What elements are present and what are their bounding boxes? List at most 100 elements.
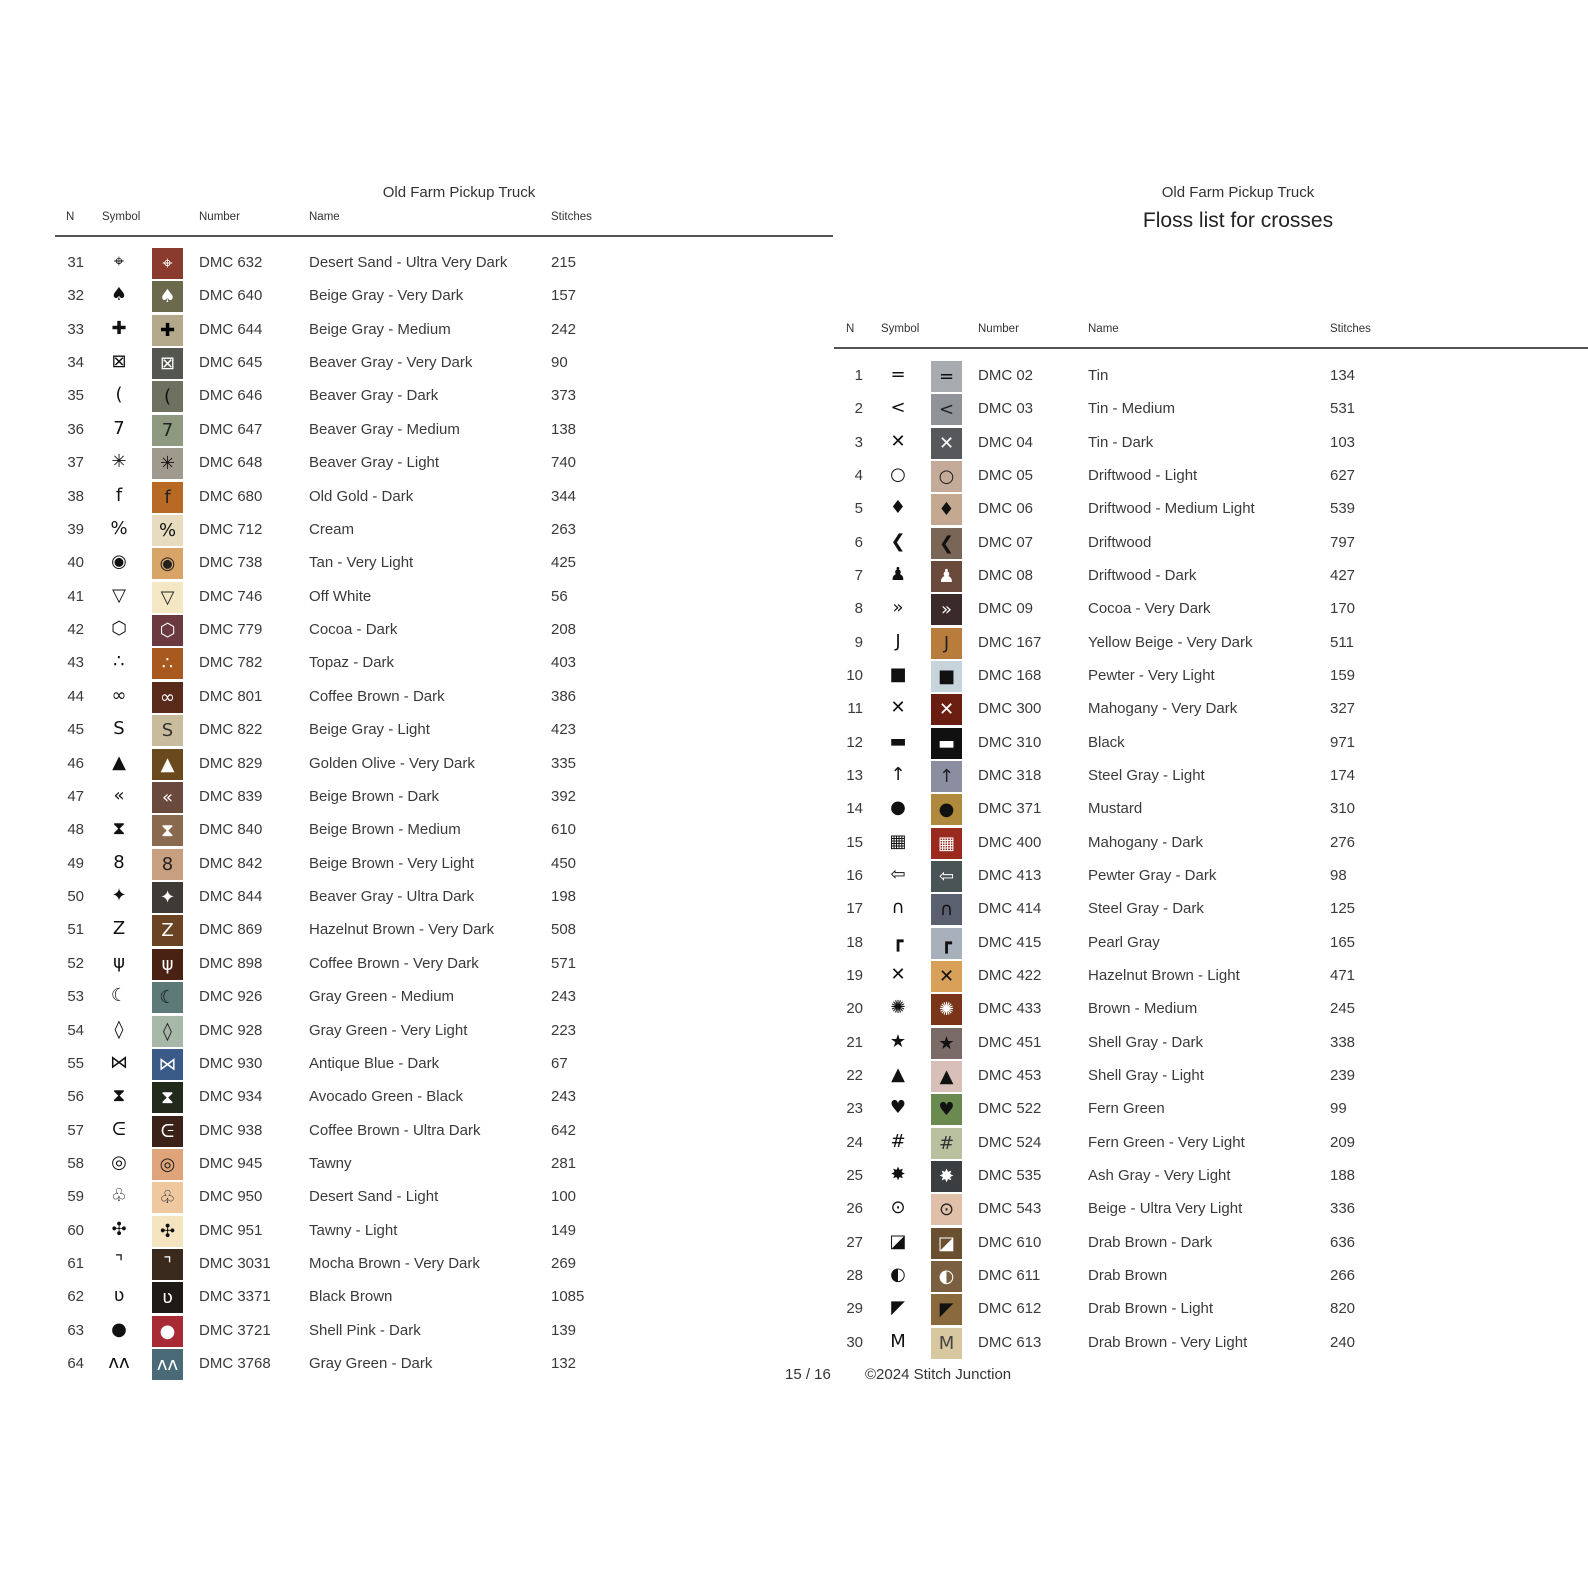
pattern-title: Old Farm Pickup Truck	[1161, 184, 1315, 201]
row-number: 46	[67, 754, 84, 772]
symbol-icon: M	[890, 1330, 906, 1352]
color-name: Tin	[1088, 367, 1109, 384]
dmc-number: DMC 433	[978, 1000, 1042, 1018]
symbol-icon: ⊠	[111, 351, 127, 373]
color-swatch: ★	[931, 1027, 962, 1059]
row-number: 56	[67, 1088, 84, 1106]
symbol-icon: ★	[889, 1030, 907, 1052]
row-number: 2	[854, 400, 863, 418]
color-swatch: <	[931, 394, 962, 426]
stitch-count: 636	[1330, 1233, 1356, 1251]
color-swatch: ⊙	[931, 1194, 962, 1226]
dmc-number: DMC 644	[199, 320, 263, 338]
color-swatch: ✦	[152, 882, 183, 914]
row-number: 55	[67, 1054, 84, 1072]
symbol-icon: ◐	[890, 1263, 906, 1285]
dmc-number: DMC 451	[978, 1033, 1042, 1051]
dmc-number: DMC 648	[199, 454, 263, 472]
dmc-number: DMC 422	[978, 966, 1042, 984]
dmc-number: DMC 613	[978, 1333, 1042, 1351]
row-number: 50	[67, 888, 84, 906]
row-number: 9	[854, 633, 863, 651]
stitch-count: 450	[551, 854, 577, 872]
stitch-count: 56	[551, 587, 568, 605]
stitch-count: 276	[1330, 833, 1356, 851]
dmc-number: DMC 371	[978, 800, 1042, 818]
row-number: 41	[67, 587, 84, 605]
color-name: Beaver Gray - Very Dark	[309, 354, 473, 372]
row-number: 49	[67, 854, 84, 872]
color-swatch: ◎	[152, 1148, 183, 1180]
stitch-count: 425	[551, 554, 577, 572]
row-number: 48	[67, 821, 84, 839]
symbol-icon: ☾	[110, 985, 128, 1007]
header-name: Name	[1088, 323, 1119, 335]
color-swatch: ◊	[152, 1015, 183, 1047]
row-number: 30	[846, 1333, 863, 1351]
symbol-icon: ✕	[890, 697, 906, 719]
color-name: Drab Brown - Very Light	[1088, 1333, 1248, 1351]
dmc-number: DMC 934	[199, 1088, 263, 1106]
color-name: Fern Green	[1088, 1100, 1165, 1118]
color-name: Shell Gray - Dark	[1088, 1033, 1204, 1051]
symbol-icon: ✕	[890, 430, 906, 452]
dmc-number: DMC 951	[199, 1221, 263, 1239]
row-number: 36	[67, 420, 84, 438]
row-number: 17	[846, 900, 863, 918]
color-swatch: »	[931, 594, 962, 626]
stitch-count: 610	[551, 821, 577, 839]
header-number: Number	[199, 211, 240, 223]
row-number: 31	[67, 254, 84, 271]
color-swatch: ʌʌ	[152, 1349, 183, 1381]
stitch-count: 373	[551, 387, 577, 405]
stitch-count: 100	[551, 1188, 577, 1206]
color-name: Cocoa - Very Dark	[1088, 600, 1211, 618]
stitch-count: 174	[1330, 766, 1356, 784]
stitch-count: 310	[1330, 800, 1356, 818]
stitch-count: 170	[1330, 600, 1356, 618]
color-name: Shell Gray - Light	[1088, 1066, 1204, 1084]
color-name: Tawny - Light	[309, 1221, 398, 1239]
color-name: Pewter Gray - Dark	[1088, 866, 1217, 884]
color-swatch: ⌝	[152, 1249, 183, 1281]
color-name: Gray Green - Very Light	[309, 1021, 468, 1039]
row-number: 58	[67, 1154, 84, 1172]
dmc-number: DMC 09	[978, 600, 1034, 618]
dmc-number: DMC 612	[978, 1300, 1042, 1318]
color-name: Beige Gray - Very Dark	[309, 287, 464, 305]
dmc-number: DMC 930	[199, 1054, 263, 1072]
color-swatch: ●	[152, 1315, 183, 1347]
color-name: Gray Green - Medium	[309, 988, 455, 1006]
symbol-icon: ▽	[112, 584, 126, 606]
symbol-icon: ⌝	[114, 1252, 124, 1274]
color-name: Ash Gray - Very Light	[1088, 1166, 1231, 1184]
dmc-number: DMC 168	[978, 666, 1042, 684]
symbol-icon: ◎	[111, 1151, 127, 1173]
color-swatch: J	[931, 627, 962, 659]
stitch-count: 198	[551, 888, 577, 906]
row-number: 28	[846, 1266, 863, 1284]
row-number: 64	[67, 1355, 84, 1373]
stitch-count: 208	[551, 621, 577, 639]
symbol-icon: ʋ	[113, 1285, 125, 1307]
symbol-icon: ✺	[890, 997, 906, 1019]
dmc-number: DMC 712	[199, 520, 263, 538]
dmc-number: DMC 647	[199, 420, 263, 438]
symbol-icon: (	[115, 384, 123, 406]
color-swatch: ◤	[931, 1294, 962, 1326]
symbol-icon: ▲	[112, 751, 126, 773]
color-swatch: ᕮ	[152, 1115, 183, 1147]
color-name: Steel Gray - Dark	[1088, 900, 1204, 918]
stitch-count: 157	[551, 287, 577, 305]
row-number: 54	[67, 1021, 84, 1039]
row-number: 29	[846, 1300, 863, 1318]
symbol-icon: Z	[112, 918, 126, 940]
header-divider	[55, 235, 833, 237]
stitch-count: 103	[1330, 433, 1356, 451]
dmc-number: DMC 746	[199, 587, 263, 605]
dmc-number: DMC 3721	[199, 1321, 271, 1339]
stitch-count: 209	[1330, 1133, 1356, 1151]
dmc-number: DMC 05	[978, 466, 1034, 484]
color-swatch: 8	[152, 848, 183, 880]
color-swatch: S	[152, 715, 183, 747]
